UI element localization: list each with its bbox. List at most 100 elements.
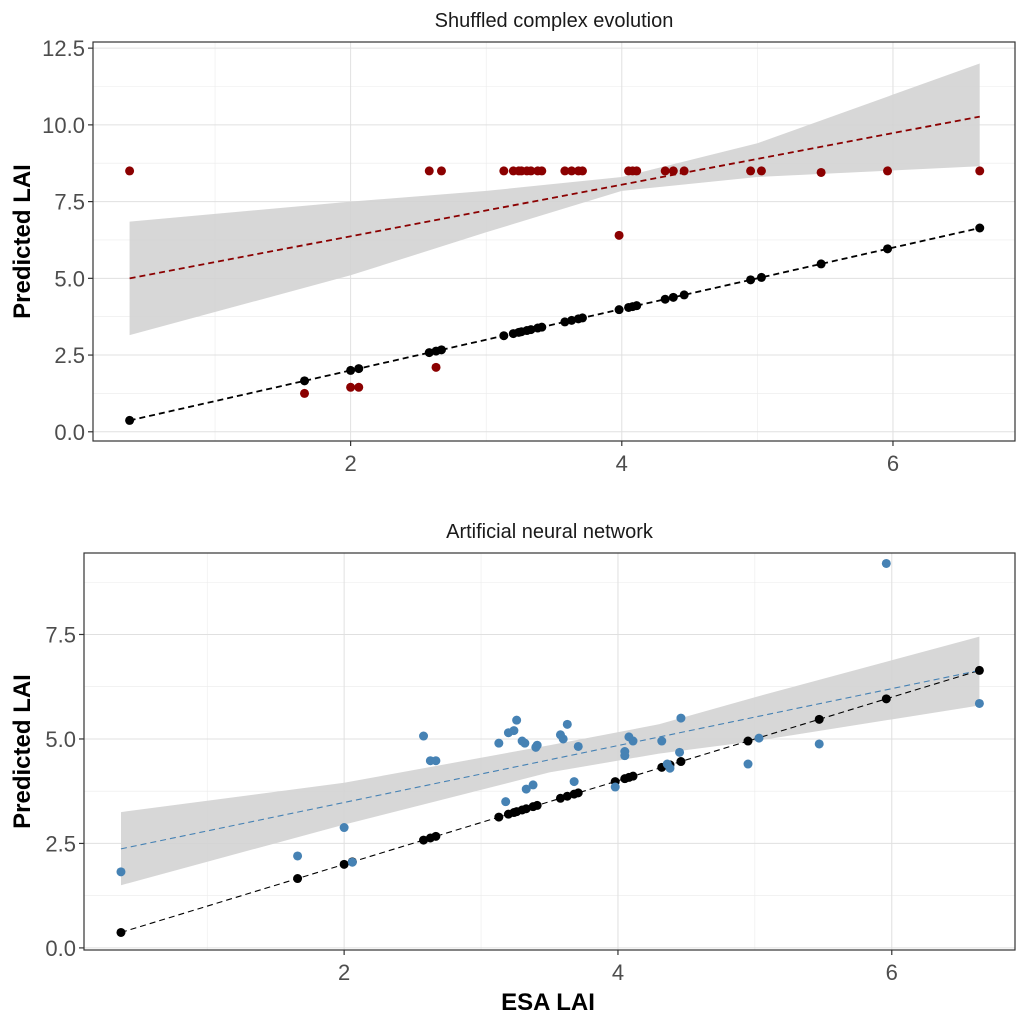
model-point (537, 166, 547, 176)
model-point (339, 823, 349, 833)
model-point (662, 759, 672, 769)
panel-bottom: 0.0 2.5 5.0 7.5 2 4 6 Artificial neural network… (9, 521, 1016, 985)
model-point (354, 382, 364, 392)
confidence-band (129, 63, 980, 336)
y-tick-label: 0.0 (54, 420, 85, 445)
model-point (620, 747, 630, 756)
model-point (431, 362, 441, 372)
reference-point (743, 736, 753, 746)
reference-point (339, 859, 349, 869)
reference-point (293, 874, 303, 884)
model-point (676, 713, 686, 723)
panel-top: 0.0 2.5 5.0 7.5 10.0 12.5 2 4 6 Shuffled complex … (9, 10, 1016, 476)
model-point (347, 857, 357, 867)
reference-point (419, 835, 429, 845)
reference-point (577, 313, 587, 323)
y-tick-label: 10.0 (42, 113, 85, 138)
model-point (657, 736, 667, 746)
model-point (424, 166, 434, 176)
reference-point (632, 301, 642, 311)
reference-point (614, 305, 624, 315)
model-point (300, 388, 310, 398)
confidence-band (121, 636, 980, 886)
model-point (743, 759, 753, 769)
model-point (675, 747, 685, 757)
model-point (632, 166, 642, 176)
model-point (501, 797, 511, 807)
model-point (569, 777, 579, 787)
model-point (346, 382, 356, 392)
model-point (293, 851, 303, 861)
reference-point (881, 694, 891, 704)
model-point (610, 782, 620, 792)
fit-line (129, 115, 980, 280)
reference-point (668, 292, 678, 302)
model-point (814, 739, 824, 749)
model-point (520, 738, 530, 748)
reference-point (567, 315, 577, 325)
reference-point (974, 665, 984, 675)
model-point (531, 742, 541, 752)
model-point (628, 736, 638, 746)
reference-point (431, 831, 441, 841)
reference-point (560, 317, 570, 327)
model-point (756, 166, 766, 176)
x-tick-label: 4 (616, 451, 628, 476)
y-tick-label: 5.0 (45, 727, 76, 752)
chart-title: Shuffled complex evolution (435, 10, 674, 32)
y-tick-label: 2.5 (45, 831, 76, 856)
model-point (562, 719, 572, 729)
reference-point (354, 364, 364, 374)
model-point (881, 558, 891, 568)
reference-point (816, 259, 826, 269)
model-point (521, 784, 531, 794)
reference-point (116, 927, 126, 937)
reference-line (129, 227, 980, 422)
reference-point (660, 294, 670, 304)
model-point (754, 733, 764, 743)
reference-point (436, 345, 446, 355)
model-point (577, 166, 587, 176)
reference-point (346, 365, 356, 375)
model-point (125, 166, 135, 176)
model-point (436, 166, 446, 176)
model-point (528, 780, 538, 790)
y-tick-label: 7.5 (54, 190, 85, 215)
y-tick-label: 5.0 (54, 266, 85, 291)
reference-point (532, 800, 542, 810)
x-tick-label: 6 (887, 451, 899, 476)
model-point (573, 741, 583, 751)
x-tick-label: 4 (612, 960, 624, 985)
model-point (614, 230, 624, 240)
model-point (526, 166, 536, 176)
model-point (494, 738, 504, 748)
model-point (499, 166, 509, 176)
y-tick-label: 7.5 (45, 622, 76, 647)
reference-point (521, 804, 531, 814)
model-point (668, 166, 678, 176)
reference-point (494, 812, 504, 822)
y-tick-label: 12.5 (42, 36, 85, 61)
reference-point (975, 223, 985, 233)
fit-line (120, 669, 980, 850)
reference-point (424, 348, 434, 358)
model-point (974, 698, 984, 708)
reference-point (537, 322, 547, 332)
chart-title: Artificial neural network (446, 521, 654, 543)
model-point (746, 166, 756, 176)
panel-border (92, 41, 1016, 442)
model-point (975, 166, 985, 176)
reference-point (628, 771, 638, 781)
reference-point (573, 788, 583, 798)
x-tick-label: 2 (344, 451, 356, 476)
reference-point (676, 757, 686, 767)
model-point (883, 166, 893, 176)
model-point (419, 731, 429, 741)
reference-point (562, 791, 572, 801)
model-point (512, 715, 522, 725)
x-tick-label: 6 (886, 960, 898, 985)
reference-point (555, 793, 565, 803)
y-tick-label: 0.0 (45, 936, 76, 961)
reference-point (300, 376, 310, 386)
